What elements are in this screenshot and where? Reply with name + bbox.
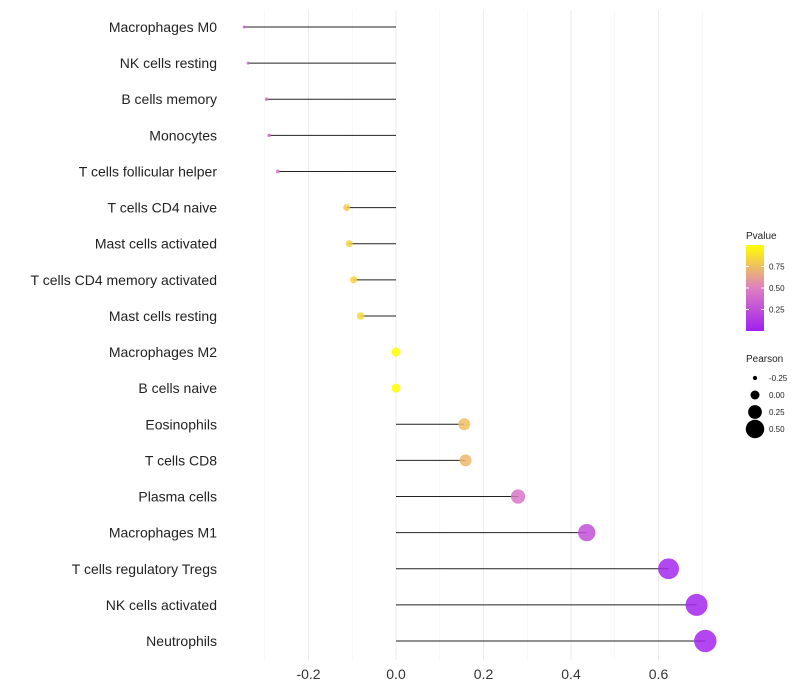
pvalue-legend: Pvalue 0.25 0.50 0.75 <box>746 231 785 331</box>
pearson-legend-label: 0.25 <box>769 408 785 417</box>
pearson-legend-label: -0.25 <box>769 374 788 383</box>
data-point <box>458 418 471 431</box>
pvalue-colorbar <box>746 245 764 331</box>
data-point <box>391 347 401 357</box>
y-tick-label: T cells CD4 memory activated <box>31 272 217 288</box>
x-tick-label: 0.6 <box>649 666 669 682</box>
y-tick-label: T cells CD8 <box>145 452 217 468</box>
data-point <box>685 593 708 616</box>
x-tick-label: 0.0 <box>386 666 406 682</box>
pvalue-legend-ticks: 0.25 0.50 0.75 <box>746 263 785 315</box>
pearson-legend-label: 0.50 <box>769 425 785 434</box>
size-legend-dot <box>745 419 765 439</box>
y-tick-label: Macrophages M0 <box>109 19 217 35</box>
stems <box>244 26 706 642</box>
size-legend-dot <box>752 375 758 381</box>
y-tick-label: NK cells resting <box>120 55 217 71</box>
x-tick-label: 0.2 <box>474 666 494 682</box>
pearson-legend-label: 0.00 <box>769 391 785 400</box>
data-point <box>343 204 350 212</box>
data-point <box>267 133 271 138</box>
y-tick-label: T cells regulatory Tregs <box>72 561 217 577</box>
y-axis-labels: Macrophages M0 NK cells resting B cells me… <box>31 19 218 649</box>
y-tick-label: Mast cells activated <box>95 236 217 252</box>
y-tick-label: T cells follicular helper <box>79 163 218 179</box>
data-point <box>356 312 365 320</box>
data-point <box>246 61 250 65</box>
data-point <box>264 97 269 101</box>
data-point <box>459 454 472 467</box>
grid-lines <box>264 10 703 660</box>
data-point <box>658 558 679 580</box>
data-point <box>349 276 358 284</box>
size-legend-dot <box>750 390 760 400</box>
y-tick-label: T cells CD4 naive <box>108 200 218 216</box>
y-tick-label: Plasma cells <box>138 489 217 505</box>
pearson-legend: Pearson -0.25 0.00 0.25 0.50 <box>745 354 788 439</box>
y-tick-label: Macrophages M2 <box>109 344 217 360</box>
pvalue-legend-label: 0.50 <box>769 284 785 293</box>
y-tick-label: Eosinophils <box>145 416 217 432</box>
y-tick-label: NK cells activated <box>106 597 217 613</box>
pvalue-legend-label: 0.75 <box>769 263 785 272</box>
x-tick-label: 0.4 <box>561 666 581 682</box>
pvalue-legend-title: Pvalue <box>746 231 777 242</box>
data-point <box>694 629 717 653</box>
size-legend-dot <box>748 405 762 419</box>
x-axis-ticks: -0.2 0.0 0.2 0.4 0.6 <box>296 666 668 682</box>
data-point <box>345 240 353 248</box>
data-point <box>391 383 401 393</box>
data-point <box>510 489 526 504</box>
y-tick-label: B cells naive <box>138 380 217 396</box>
x-tick-label: -0.2 <box>296 666 320 682</box>
y-tick-label: Macrophages M1 <box>109 525 217 541</box>
data-point <box>275 169 280 174</box>
points <box>242 25 717 653</box>
data-point <box>242 25 246 29</box>
data-point <box>578 524 596 542</box>
y-tick-label: Monocytes <box>149 127 217 143</box>
y-tick-label: Neutrophils <box>146 633 217 649</box>
pearson-legend-items: -0.25 0.00 0.25 0.50 <box>745 374 788 439</box>
pvalue-legend-label: 0.25 <box>769 306 785 315</box>
y-tick-label: Mast cells resting <box>109 308 217 324</box>
pearson-legend-title: Pearson <box>746 354 783 365</box>
y-tick-label: B cells memory <box>121 91 217 107</box>
